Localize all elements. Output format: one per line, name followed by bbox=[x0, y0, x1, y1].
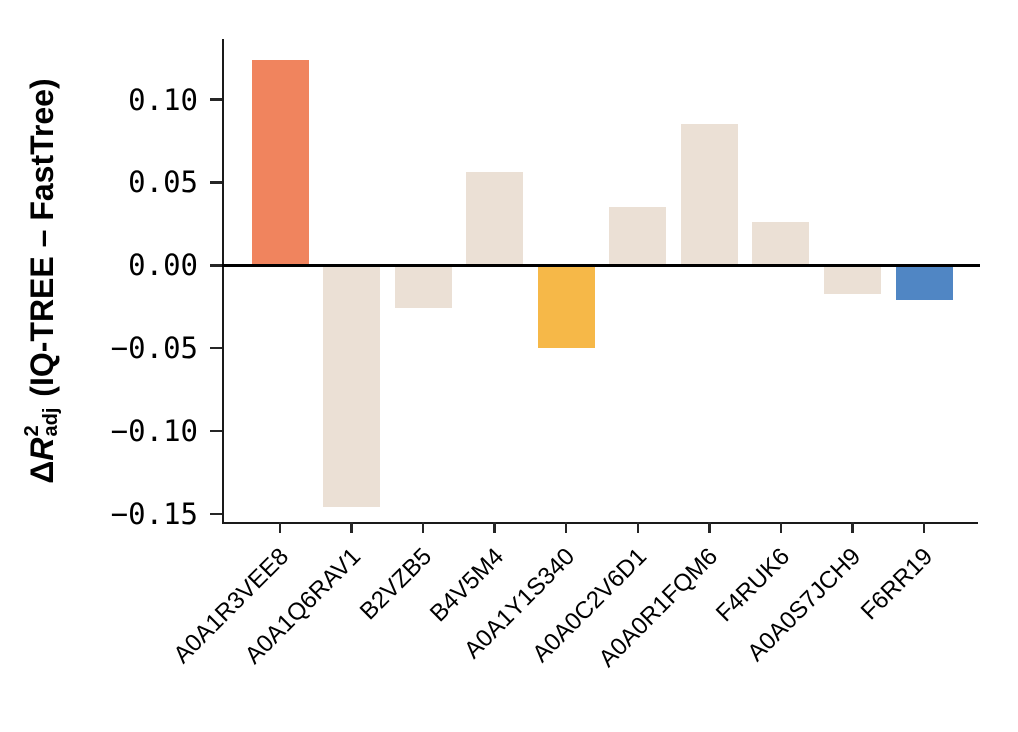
y-tick-label: 0.05 bbox=[128, 165, 198, 200]
y-axis-label-delta: Δ bbox=[23, 460, 60, 484]
x-tick-mark bbox=[636, 522, 640, 533]
zero-line bbox=[221, 263, 980, 267]
x-tick-label-F6RR19: F6RR19 bbox=[855, 543, 939, 626]
y-tick-label: 0.10 bbox=[128, 82, 198, 117]
bar-A0A0R1FQM6 bbox=[680, 124, 738, 266]
x-tick-mark bbox=[779, 522, 783, 533]
bar-A0A0S7JCH9 bbox=[823, 265, 881, 294]
x-tick-label-B2VZB5: B2VZB5 bbox=[354, 543, 438, 626]
x-tick-mark bbox=[421, 522, 425, 533]
y-tick-mark bbox=[210, 346, 222, 350]
y-tick-mark bbox=[210, 98, 222, 101]
x-tick-mark bbox=[493, 522, 496, 533]
x-tick-mark bbox=[350, 522, 353, 533]
y-tick-mark bbox=[210, 181, 222, 184]
y-tick-label: −0.10 bbox=[110, 414, 198, 449]
bar-F4RUK6 bbox=[752, 222, 810, 266]
y-tick-label: −0.15 bbox=[110, 497, 198, 532]
bar-B2VZB5 bbox=[394, 265, 452, 309]
bar-A0A0C2V6D1 bbox=[609, 207, 667, 266]
x-tick-mark bbox=[708, 522, 711, 533]
bar-A0A1Q6RAV1 bbox=[323, 265, 381, 508]
x-tick-mark bbox=[851, 522, 854, 533]
y-tick-mark bbox=[210, 429, 222, 433]
bar-A0A1R3VEE8 bbox=[251, 59, 309, 266]
y-tick-label: 0.00 bbox=[128, 248, 198, 283]
bar-A0A1Y1S340 bbox=[537, 265, 595, 349]
x-tick-mark bbox=[278, 522, 282, 533]
x-tick-mark bbox=[564, 522, 568, 533]
y-tick-mark bbox=[210, 264, 222, 267]
x-tick-mark bbox=[922, 522, 926, 533]
bar-F6RR19 bbox=[895, 265, 953, 301]
y-tick-mark bbox=[210, 512, 222, 516]
plot-area: 0.10 0.05 0.00 −0.05 −0.10 −0.15 A0A1R3VEE8 A0A… bbox=[111, 39, 980, 672]
y-tick-label: −0.05 bbox=[110, 331, 198, 366]
bar-B4V5M4 bbox=[466, 172, 524, 266]
